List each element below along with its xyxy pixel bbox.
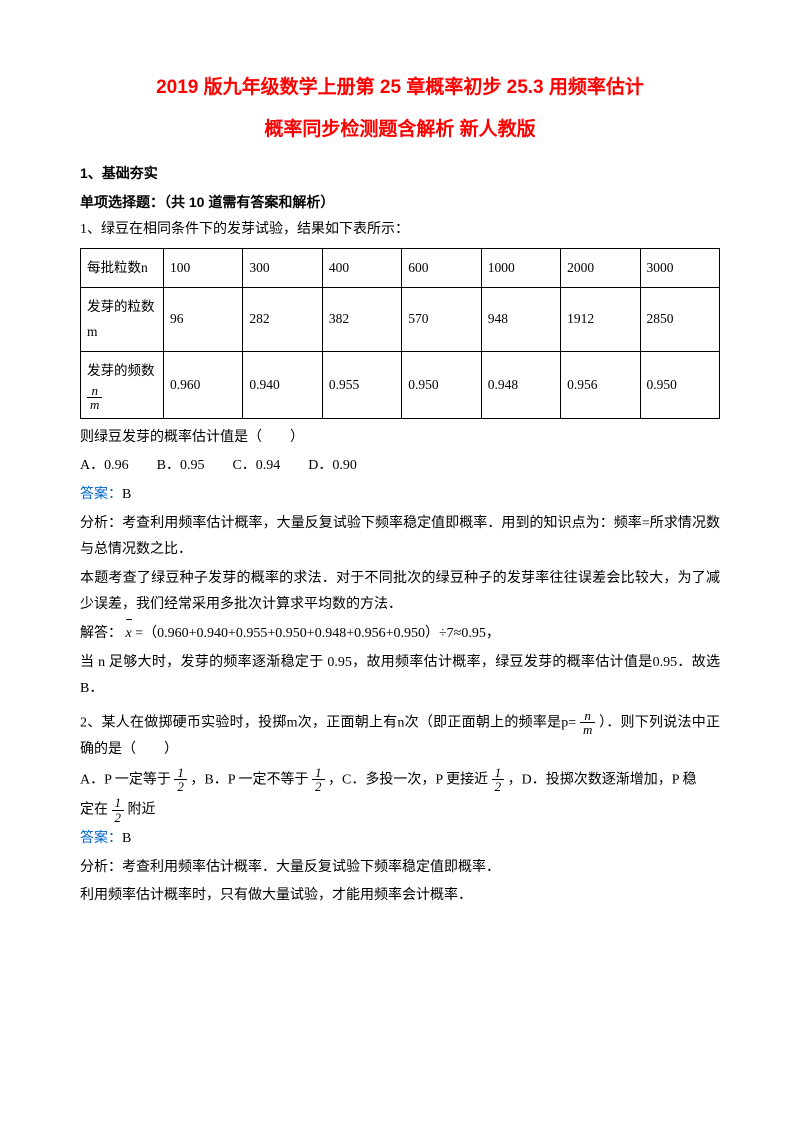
cell: 1000 xyxy=(481,248,560,287)
answer-label: 答案： xyxy=(80,831,122,846)
cell: 0.960 xyxy=(164,351,243,418)
cell: 300 xyxy=(243,248,322,287)
cell: 100 xyxy=(164,248,243,287)
cell: 1912 xyxy=(561,287,640,351)
q2-answer: 答案：B xyxy=(80,826,720,853)
cell: 282 xyxy=(243,287,322,351)
table-row: 发芽的粒数 m 96 282 382 570 948 1912 2850 xyxy=(81,287,720,351)
cell: 0.955 xyxy=(322,351,401,418)
q2-opt-b: ，B．P 一定不等于 xyxy=(190,772,308,787)
x-bar: x xyxy=(126,621,132,648)
q1-solve-1: 解答： x =（0.960+0.940+0.955+0.950+0.948+0.… xyxy=(80,621,720,648)
q1-ask: 则绿豆发芽的概率估计值是（ ） xyxy=(80,425,720,452)
table-row: 每批粒数n 100 300 400 600 1000 2000 3000 xyxy=(81,248,720,287)
q2-stem: 2、某人在做掷硬币实验时，投掷m次，正面朝上有n次（即正面朝上的频率是p= n … xyxy=(80,709,720,764)
q1-analysis-2: 本题考查了绿豆种子发芽的概率的求法．对于不同批次的绿豆种子的发芽率往往误差会比较… xyxy=(80,566,720,619)
frac-num: 1 xyxy=(492,766,505,781)
cell: 96 xyxy=(164,287,243,351)
table-row: 发芽的频数 n m 0.960 0.940 0.955 0.950 0.948 … xyxy=(81,351,720,418)
q2-opt-d-b: 附近 xyxy=(128,802,156,817)
half-fraction: 1 2 xyxy=(312,766,325,794)
q1-answer: 答案：B xyxy=(80,482,720,509)
q1-solve-2: 当 n 足够大时，发芽的频率逐渐稳定于 0.95，故用频率估计概率，绿豆发芽的概… xyxy=(80,650,720,703)
q2-options-line2: 定在 1 2 附近 xyxy=(80,796,720,824)
cell: 0.940 xyxy=(243,351,322,418)
row3-fraction: n m xyxy=(87,384,102,412)
q1-analysis-1: 分析：考查利用频率估计概率，大量反复试验下频率稳定值即概率．用到的知识点为：频率… xyxy=(80,511,720,564)
cell: 2850 xyxy=(640,287,719,351)
answer-value: B xyxy=(122,487,131,502)
q2-opt-a: A．P 一定等于 xyxy=(80,772,171,787)
half-fraction: 1 2 xyxy=(112,796,125,824)
row2-head: 发芽的粒数 m xyxy=(81,287,164,351)
cell: 3000 xyxy=(640,248,719,287)
frac-num: n xyxy=(580,709,595,724)
cell: 600 xyxy=(402,248,481,287)
row3-head: 发芽的频数 n m xyxy=(81,351,164,418)
frac-den: m xyxy=(580,723,595,737)
q2-analysis-2: 利用频率估计概率时，只有做大量试验，才能用频率会计概率． xyxy=(80,883,720,910)
title-line-2: 概率同步检测题含解析 新人教版 xyxy=(80,112,720,148)
title-line-1: 2019 版九年级数学上册第 25 章概率初步 25.3 用频率估计 xyxy=(80,70,720,106)
cell: 2000 xyxy=(561,248,640,287)
frac-num: 1 xyxy=(312,766,325,781)
q1-data-table: 每批粒数n 100 300 400 600 1000 2000 3000 发芽的… xyxy=(80,248,720,419)
frac-den: 2 xyxy=(492,780,505,794)
q2-stem-a: 2、某人在做掷硬币实验时，投掷m次，正面朝上有n次（即正面朝上的频率是p= xyxy=(80,715,580,730)
cell: 0.950 xyxy=(640,351,719,418)
row3-head-pre: 发芽的频数 xyxy=(87,363,155,378)
solve-eq: =（0.960+0.940+0.955+0.950+0.948+0.956+0.… xyxy=(135,626,500,641)
q2-fraction-p: n m xyxy=(580,709,595,737)
frac-num: n xyxy=(87,384,102,399)
half-fraction: 1 2 xyxy=(174,766,187,794)
q2-options-line1: A．P 一定等于 1 2 ，B．P 一定不等于 1 2 ，C．多投一次，P 更接… xyxy=(80,766,720,794)
q2-analysis-1: 分析：考查利用频率估计概率．大量反复试验下频率稳定值即概率． xyxy=(80,855,720,882)
cell: 948 xyxy=(481,287,560,351)
frac-num: 1 xyxy=(174,766,187,781)
q2-opt-d-pre: ，D．投掷次数逐渐增加，P 稳 xyxy=(508,772,697,787)
answer-value: B xyxy=(122,831,131,846)
x-bar-letter: x xyxy=(126,626,132,641)
frac-den: 2 xyxy=(112,811,125,825)
section-1-head: 1、基础夯实 xyxy=(80,160,720,187)
cell: 400 xyxy=(322,248,401,287)
q2-opt-d-a: 定在 xyxy=(80,802,108,817)
solve-label: 解答： xyxy=(80,626,122,641)
half-fraction: 1 2 xyxy=(492,766,505,794)
frac-den: m xyxy=(87,398,102,412)
q1-stem: 1、绿豆在相同条件下的发芽试验，结果如下表所示： xyxy=(80,217,720,244)
row1-head: 每批粒数n xyxy=(81,248,164,287)
answer-label: 答案： xyxy=(80,487,122,502)
frac-den: 2 xyxy=(312,780,325,794)
cell: 0.948 xyxy=(481,351,560,418)
q2-opt-c: ，C．多投一次，P 更接近 xyxy=(328,772,488,787)
cell: 570 xyxy=(402,287,481,351)
q1-options: A．0.96 B．0.95 C．0.94 D．0.90 xyxy=(80,453,720,480)
section-1-sub: 单项选择题：（共 10 道需有答案和解析） xyxy=(80,189,720,216)
frac-den: 2 xyxy=(174,780,187,794)
cell: 0.950 xyxy=(402,351,481,418)
frac-num: 1 xyxy=(112,796,125,811)
cell: 382 xyxy=(322,287,401,351)
cell: 0.956 xyxy=(561,351,640,418)
